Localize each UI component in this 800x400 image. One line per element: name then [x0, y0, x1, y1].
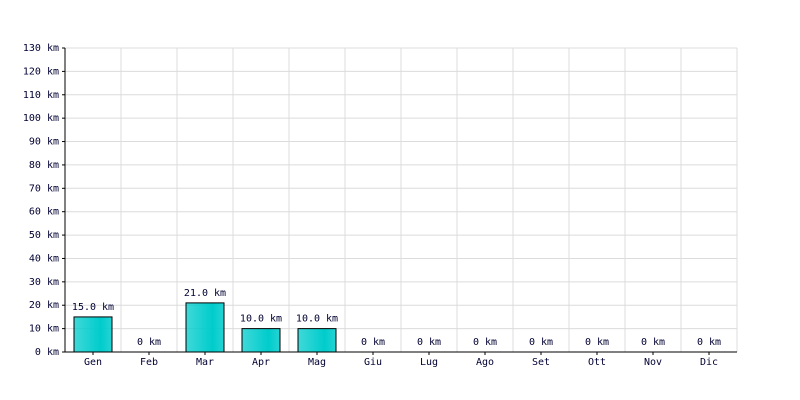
x-tick-label: Feb	[140, 357, 158, 368]
value-label: 10.0 km	[296, 314, 338, 325]
y-tick-label: 70 km	[29, 183, 59, 194]
y-tick-label: 40 km	[29, 253, 59, 264]
y-tick-label: 10 km	[29, 324, 59, 335]
value-label: 21.0 km	[184, 288, 226, 299]
value-label: 0 km	[473, 337, 497, 348]
y-tick-label: 110 km	[23, 90, 59, 101]
value-label: 0 km	[697, 337, 721, 348]
value-label: 0 km	[361, 337, 385, 348]
bar	[297, 328, 337, 353]
y-tick-label: 0 km	[35, 347, 59, 358]
x-tick-label: Gen	[84, 357, 102, 368]
bar	[241, 328, 281, 353]
y-tick-label: 80 km	[29, 160, 59, 171]
value-label: 0 km	[137, 337, 161, 348]
x-tick-label: Mar	[196, 357, 214, 368]
x-tick-label: Ago	[476, 357, 494, 368]
y-tick-label: 120 km	[23, 66, 59, 77]
x-tick-label: Lug	[420, 357, 438, 368]
value-label: 0 km	[417, 337, 441, 348]
x-tick-label: Apr	[252, 357, 270, 368]
x-tick-label: Dic	[700, 357, 718, 368]
x-tick-label: Ott	[588, 357, 606, 368]
x-tick-label: Set	[532, 357, 550, 368]
y-tick-label: 20 km	[29, 300, 59, 311]
y-tick-label: 60 km	[29, 207, 59, 218]
y-tick-label: 90 km	[29, 137, 59, 148]
bar	[73, 316, 113, 353]
value-label: 0 km	[585, 337, 609, 348]
y-tick-label: 130 km	[23, 43, 59, 54]
bar	[185, 302, 225, 353]
y-tick-label: 50 km	[29, 230, 59, 241]
value-label: 15.0 km	[72, 302, 114, 313]
y-tick-label: 30 km	[29, 277, 59, 288]
x-tick-label: Nov	[644, 357, 662, 368]
value-label: 10.0 km	[240, 314, 282, 325]
value-label: 0 km	[641, 337, 665, 348]
y-tick-label: 100 km	[23, 113, 59, 124]
value-label: 0 km	[529, 337, 553, 348]
x-tick-label: Mag	[308, 357, 326, 368]
x-tick-label: Giu	[364, 357, 382, 368]
